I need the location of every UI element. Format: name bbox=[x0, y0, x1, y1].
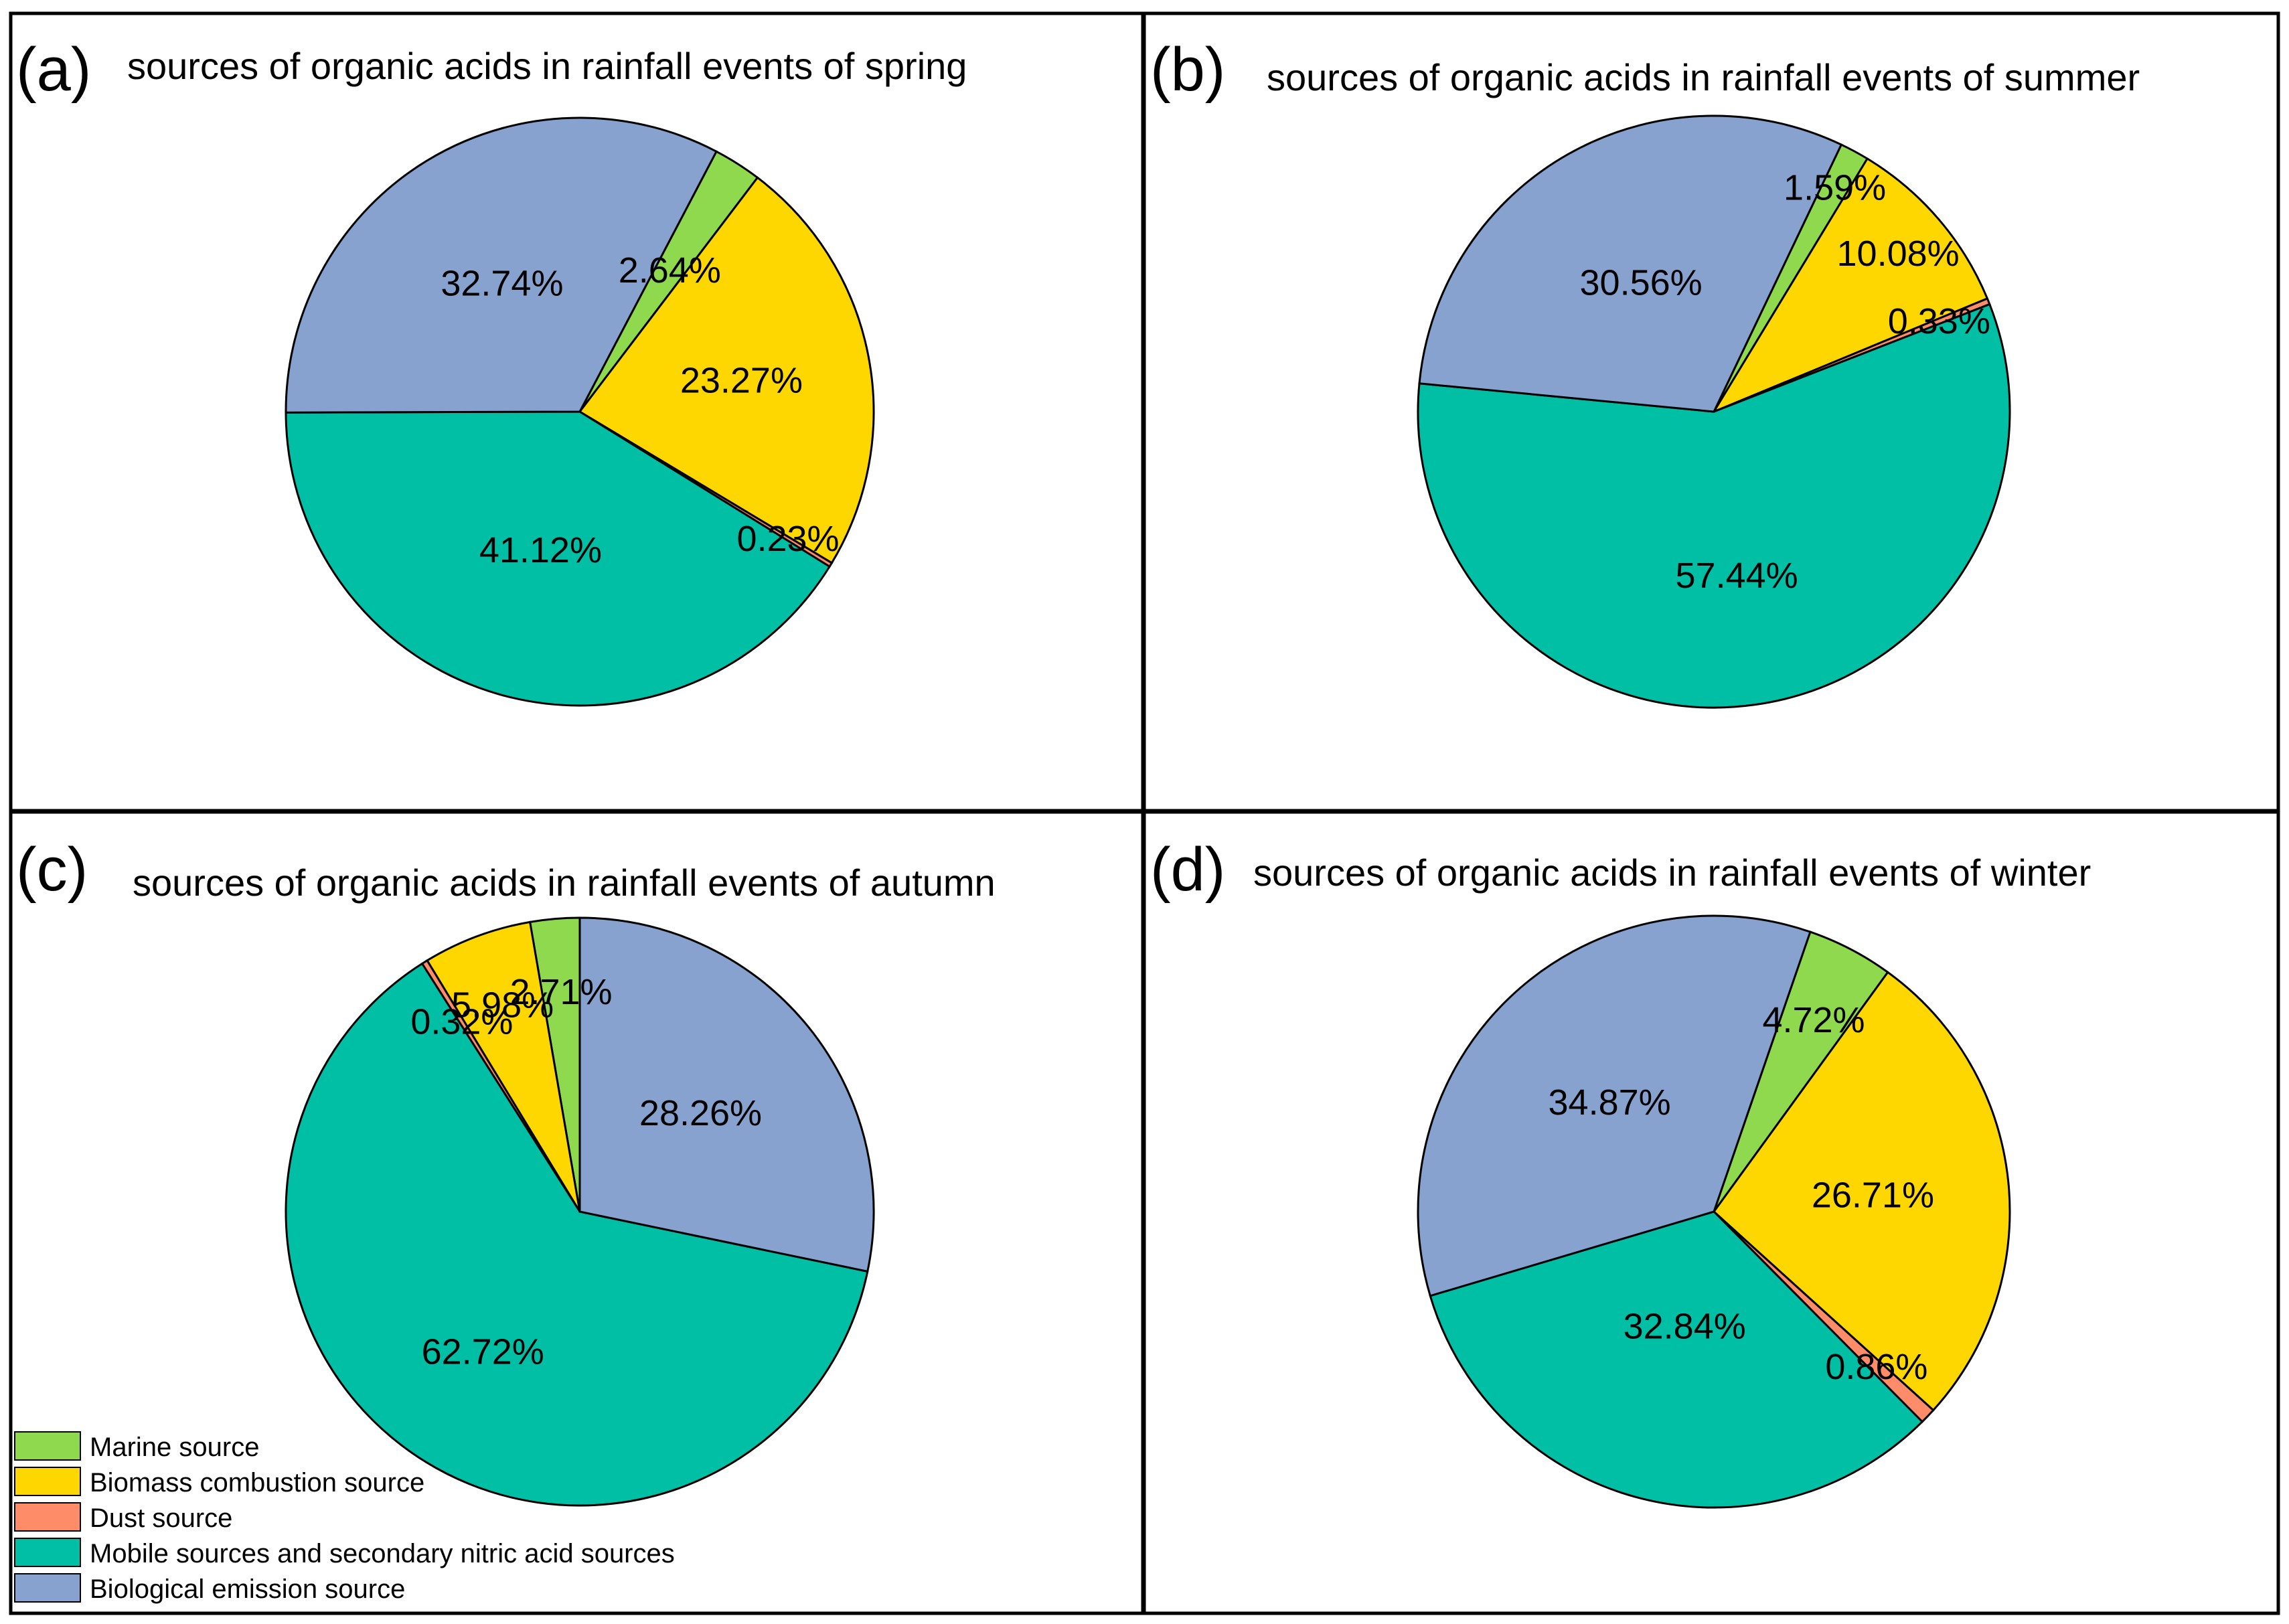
pie-slice-biomass bbox=[1711, 157, 1989, 414]
legend-swatch-marine bbox=[14, 1431, 81, 1461]
pie-label-biomass: 10.08% bbox=[1837, 234, 1960, 274]
pie-label-marine: 4.72% bbox=[1762, 1000, 1865, 1040]
pie-label-mobile: 32.84% bbox=[1624, 1306, 1746, 1346]
panel-d: (d) sources of organic acids in rainfall… bbox=[1150, 835, 2091, 1509]
pie-label-dust: 0.86% bbox=[1825, 1347, 1927, 1387]
panel-d-letter: (d) bbox=[1150, 835, 1225, 904]
pie-label-biomass: 5.98% bbox=[451, 985, 554, 1026]
panel-b-pie: 1.59% 10.08% 0.33% 57.44% 30.56% bbox=[1417, 114, 2011, 709]
pie-slice-biological bbox=[1418, 114, 1843, 413]
legend-label-biological: Biological emission source bbox=[90, 1574, 405, 1604]
panel-b-title: sources of organic acids in rainfall eve… bbox=[1267, 56, 2140, 98]
panel-frames bbox=[9, 11, 2280, 1615]
pie-slice-mobile bbox=[285, 410, 832, 707]
pie-slice-biological bbox=[1417, 914, 1812, 1297]
panel-a-title: sources of organic acids in rainfall eve… bbox=[127, 45, 967, 87]
legend-label-biomass: Biomass combustion source bbox=[90, 1468, 424, 1497]
legend-label-marine: Marine source bbox=[90, 1433, 259, 1462]
pie-label-marine: 1.59% bbox=[1784, 168, 1886, 208]
pie-label-dust: 0.32% bbox=[410, 1002, 513, 1042]
legend-label-mobile: Mobile sources and secondary nitric acid… bbox=[90, 1539, 675, 1568]
pie-label-mobile: 57.44% bbox=[1676, 556, 1798, 596]
pie-slice-biomass bbox=[578, 176, 875, 564]
legend-swatch-biological bbox=[14, 1573, 81, 1603]
panel-c-title: sources of organic acids in rainfall eve… bbox=[133, 862, 996, 904]
pie-label-dust: 0.23% bbox=[736, 519, 839, 559]
pie-slice-biomass bbox=[425, 920, 581, 1212]
pie-slice-mobile bbox=[1417, 303, 2011, 709]
panel-a-letter: (a) bbox=[16, 35, 91, 104]
panel-b-letter: (b) bbox=[1150, 35, 1225, 104]
pie-label-dust: 0.33% bbox=[1888, 301, 1990, 341]
panel-d-pie: 4.72% 26.71% 0.86% 32.84% 34.87% bbox=[1417, 914, 2011, 1509]
pie-label-marine: 2.64% bbox=[619, 250, 721, 291]
pie-label-marine: 2.71% bbox=[509, 972, 612, 1012]
pie-label-biological: 28.26% bbox=[639, 1093, 762, 1133]
pie-label-mobile: 62.72% bbox=[422, 1332, 544, 1372]
pie-slice-mobile bbox=[1429, 1210, 1924, 1509]
pie-slice-biological bbox=[285, 116, 718, 414]
legend-swatch-biomass bbox=[14, 1467, 81, 1496]
pie-label-biomass: 26.71% bbox=[1812, 1175, 1934, 1215]
pie-label-biological: 34.87% bbox=[1549, 1082, 1671, 1123]
panel-c-pie: 2.71%5.98%0.32% 62.72% 28.26% bbox=[285, 916, 875, 1507]
pie-slice-biomass bbox=[1712, 971, 2011, 1412]
legend-label-dust: Dust source bbox=[90, 1504, 232, 1533]
panel-c-letter: (c) bbox=[16, 835, 88, 904]
legend: Marine source Biomass combustion source … bbox=[14, 1431, 675, 1604]
panel-c: (c) sources of organic acids in rainfall… bbox=[16, 835, 996, 1507]
panel-a: (a) sources of organic acids in rainfall… bbox=[16, 35, 967, 707]
pie-label-biological: 30.56% bbox=[1580, 263, 1703, 303]
panel-b: (b) sources of organic acids in rainfall… bbox=[1150, 35, 2140, 709]
legend-swatch-dust bbox=[14, 1502, 81, 1532]
pie-label-biological: 32.74% bbox=[441, 264, 563, 304]
pie-slice-biological bbox=[578, 916, 875, 1273]
legend-swatch-mobile bbox=[14, 1538, 81, 1567]
pie-label-mobile: 41.12% bbox=[479, 530, 602, 570]
panel-a-pie: 2.64% 23.27% 0.23% 41.12% 32.74% bbox=[285, 116, 875, 707]
pie-label-biomass: 23.27% bbox=[680, 361, 803, 401]
panel-d-title: sources of organic acids in rainfall eve… bbox=[1253, 851, 2091, 894]
pie-slice-mobile bbox=[285, 962, 869, 1507]
